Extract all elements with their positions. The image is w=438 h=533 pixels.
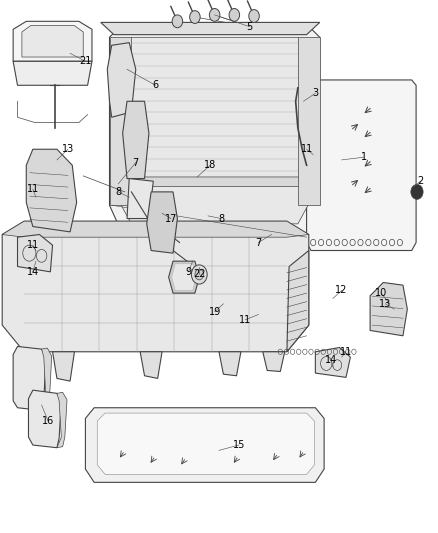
Polygon shape [101,22,320,35]
Text: 15: 15 [233,440,245,450]
Text: 13: 13 [379,299,392,309]
Polygon shape [114,177,315,187]
Text: 14: 14 [27,267,39,277]
Polygon shape [147,192,177,253]
Polygon shape [169,261,199,293]
Polygon shape [28,390,61,448]
Polygon shape [57,392,67,448]
Polygon shape [140,352,162,378]
Polygon shape [13,61,92,85]
Text: 18: 18 [204,160,216,170]
Polygon shape [42,348,52,410]
Circle shape [172,15,183,28]
Polygon shape [107,43,136,117]
Text: 7: 7 [255,238,261,247]
Text: 16: 16 [42,416,54,426]
Text: 11: 11 [27,240,39,250]
Polygon shape [85,408,324,482]
Circle shape [209,9,220,21]
Polygon shape [219,352,241,376]
Polygon shape [26,149,77,232]
Text: 21: 21 [79,56,92,66]
Text: 13: 13 [62,144,74,154]
Text: 14: 14 [325,355,337,365]
Polygon shape [263,352,285,372]
Polygon shape [127,179,153,219]
Text: 8: 8 [115,187,121,197]
Polygon shape [298,37,320,205]
Polygon shape [315,348,350,377]
Text: 10: 10 [375,288,387,298]
Text: 9: 9 [185,267,191,277]
Polygon shape [13,346,46,410]
Text: 2: 2 [417,176,424,186]
Text: 12: 12 [336,286,348,295]
Text: 11: 11 [300,144,313,154]
Circle shape [190,11,200,23]
Text: 11: 11 [239,315,251,325]
Circle shape [411,184,423,199]
Polygon shape [307,80,416,251]
Text: 3: 3 [312,88,318,98]
Text: 22: 22 [193,270,205,279]
Text: 6: 6 [152,80,159,90]
Text: 11: 11 [27,184,39,194]
Polygon shape [110,37,131,205]
Text: 17: 17 [165,214,177,223]
Circle shape [229,9,240,21]
Polygon shape [13,21,92,61]
Text: 11: 11 [340,347,352,357]
Polygon shape [2,221,309,237]
Text: 1: 1 [360,152,367,162]
Polygon shape [22,26,83,57]
Circle shape [195,269,204,280]
Circle shape [191,265,207,284]
Text: 7: 7 [133,158,139,167]
Polygon shape [110,24,320,235]
Polygon shape [287,251,309,352]
Text: 8: 8 [218,214,224,223]
Polygon shape [370,282,407,336]
Text: 5: 5 [247,22,253,31]
Polygon shape [97,413,314,474]
Polygon shape [53,352,74,381]
Polygon shape [2,221,309,352]
Polygon shape [123,101,149,179]
Polygon shape [172,264,196,290]
Polygon shape [18,235,53,272]
Polygon shape [118,37,311,224]
Circle shape [249,10,259,22]
Text: 19: 19 [208,307,221,317]
